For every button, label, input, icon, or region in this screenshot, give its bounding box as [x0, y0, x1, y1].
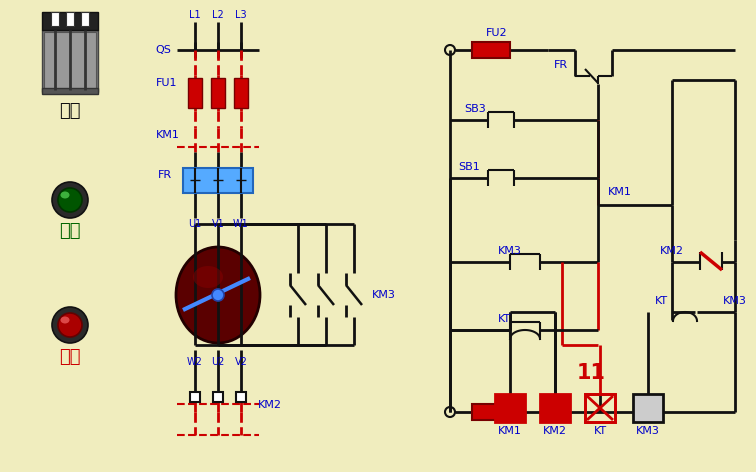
Text: 停止: 停止 [59, 348, 81, 366]
Text: KM2: KM2 [543, 426, 567, 436]
Text: U1: U1 [188, 219, 202, 229]
Text: 电源: 电源 [59, 102, 81, 120]
Text: KM1: KM1 [156, 130, 180, 140]
Text: FR: FR [554, 60, 568, 70]
Text: L1: L1 [189, 10, 201, 20]
Bar [42, 12, 98, 30]
Bar [495, 394, 525, 422]
Text: FR: FR [158, 170, 172, 180]
Text: KT: KT [655, 296, 668, 306]
Text: L3: L3 [235, 10, 246, 20]
Text: W2: W2 [187, 357, 203, 367]
Bar [540, 394, 570, 422]
Ellipse shape [52, 182, 88, 218]
Bar [236, 392, 246, 402]
Ellipse shape [176, 247, 260, 343]
Bar [66, 12, 74, 26]
Text: KM2: KM2 [660, 246, 684, 256]
Bar [183, 168, 253, 193]
Text: KM3: KM3 [372, 290, 396, 300]
Bar [472, 404, 510, 420]
Ellipse shape [60, 192, 70, 199]
Ellipse shape [58, 313, 82, 337]
Bar [51, 12, 59, 26]
Ellipse shape [193, 266, 223, 288]
Text: SB3: SB3 [464, 104, 486, 114]
Text: KM3: KM3 [498, 246, 522, 256]
Text: KM3: KM3 [636, 426, 660, 436]
Text: L2: L2 [212, 10, 224, 20]
Text: KM1: KM1 [498, 426, 522, 436]
Text: QS: QS [155, 45, 171, 55]
Bar [188, 78, 202, 108]
Text: KM2: KM2 [258, 400, 282, 410]
Text: SB1: SB1 [458, 162, 480, 172]
Text: KM3: KM3 [723, 296, 747, 306]
Text: V1: V1 [212, 219, 225, 229]
Bar [190, 392, 200, 402]
Text: KM1: KM1 [608, 187, 632, 197]
Text: KT: KT [498, 314, 511, 324]
Bar [211, 78, 225, 108]
Circle shape [212, 289, 224, 301]
Text: 启动: 启动 [59, 222, 81, 240]
Bar [42, 88, 98, 94]
Bar [472, 42, 510, 58]
Ellipse shape [52, 307, 88, 343]
Text: FU2: FU2 [486, 28, 508, 38]
Ellipse shape [58, 188, 82, 212]
Bar [213, 392, 223, 402]
Bar [81, 12, 89, 26]
Bar [44, 32, 96, 90]
Text: V2: V2 [234, 357, 247, 367]
Text: U2: U2 [212, 357, 225, 367]
Ellipse shape [60, 317, 70, 323]
Text: KT: KT [593, 426, 606, 436]
Text: FU1: FU1 [156, 78, 178, 88]
Bar [585, 394, 615, 422]
Bar [234, 78, 248, 108]
Text: W1: W1 [233, 219, 249, 229]
Bar [633, 394, 663, 422]
Text: 11: 11 [577, 363, 606, 383]
Bar [585, 394, 615, 422]
Bar [42, 30, 98, 92]
